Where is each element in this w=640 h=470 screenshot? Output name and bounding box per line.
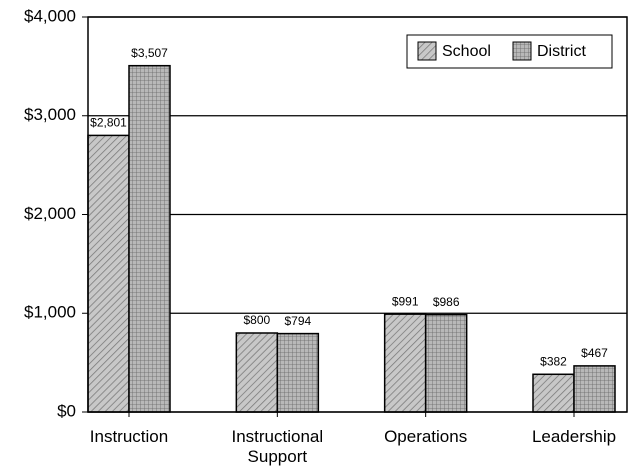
- y-tick-label: $1,000: [24, 303, 76, 322]
- value-label: $991: [392, 294, 419, 308]
- bar: [128, 64, 171, 413]
- value-label: $3,507: [131, 46, 168, 60]
- y-tick-label: $4,000: [24, 6, 76, 25]
- value-label: $794: [284, 314, 311, 328]
- y-tick-label: $3,000: [24, 105, 76, 124]
- x-tick-label: Instructional Support: [231, 427, 324, 466]
- plot-frame: [87, 16, 628, 413]
- legend-label: District: [537, 43, 586, 60]
- bar: [87, 134, 130, 413]
- value-label: $2,801: [90, 116, 127, 130]
- bar: [573, 365, 616, 413]
- y-tick-label: $0: [57, 401, 76, 420]
- value-label: $800: [243, 313, 270, 327]
- y-tick-label: $2,000: [24, 204, 76, 223]
- bar: [235, 332, 279, 413]
- value-label: $986: [433, 295, 460, 309]
- x-tick-label: Instruction: [89, 427, 169, 446]
- bar: [532, 373, 575, 413]
- value-label: $467: [581, 346, 608, 360]
- value-label: $382: [540, 354, 567, 368]
- x-tick-label: Leadership: [531, 427, 617, 446]
- legend-swatch: [512, 41, 532, 61]
- legend: School District: [406, 34, 613, 69]
- legend-box: [406, 34, 613, 69]
- legend-swatch: [417, 41, 437, 61]
- bar: [383, 313, 427, 413]
- legend-label: School: [442, 43, 491, 60]
- bar: [424, 313, 468, 413]
- bar: [276, 332, 320, 413]
- x-tick-label: Operations: [384, 427, 468, 446]
